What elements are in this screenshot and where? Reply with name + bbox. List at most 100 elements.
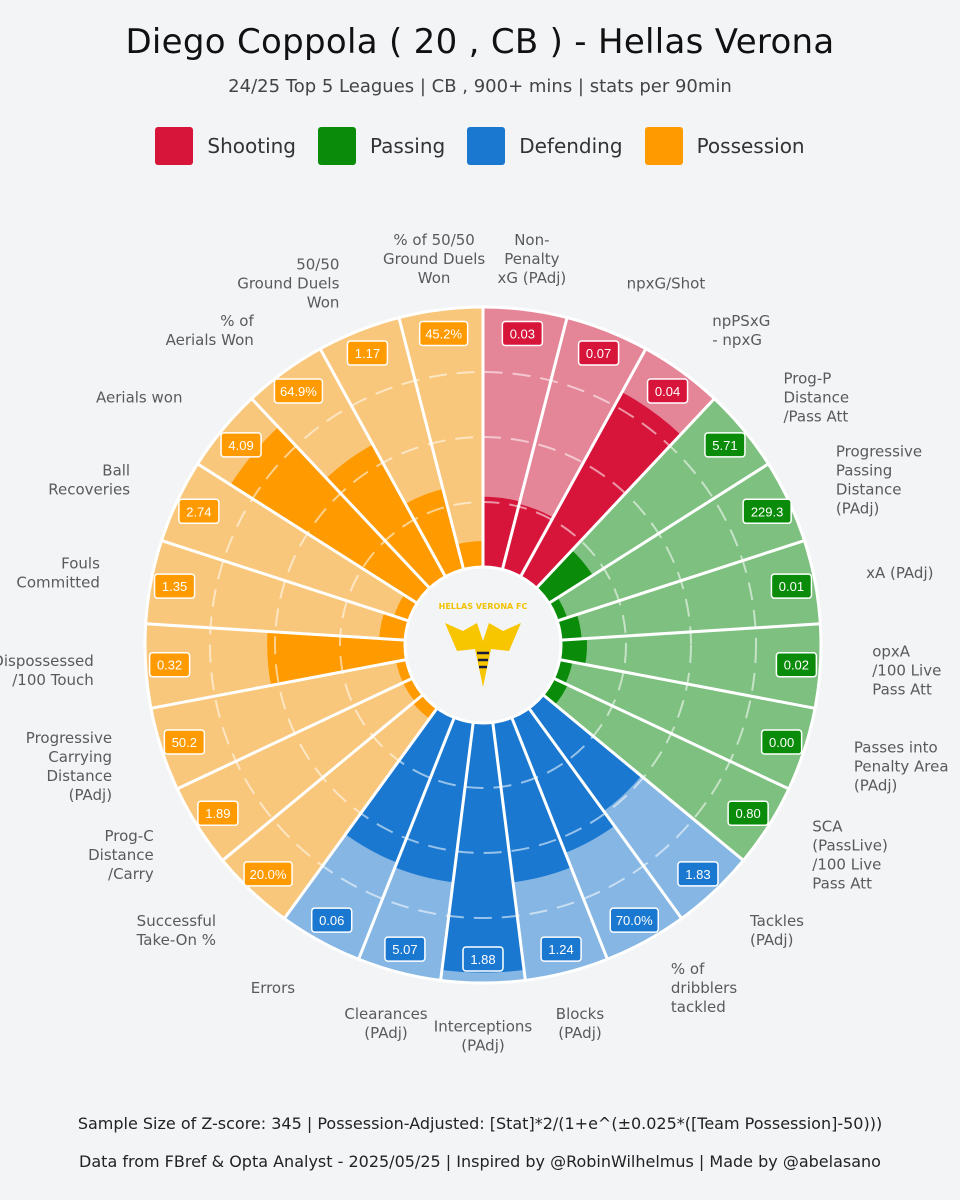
category-label: xA (PAdj) — [866, 564, 933, 582]
sector-separator — [176, 676, 414, 791]
category-label: Errors — [251, 979, 296, 997]
category-label: Aerials won — [96, 388, 182, 406]
category-labels: Non-Penalty xG (PAdj) npxG/Shot npPSxG - npx… — [0, 231, 949, 1054]
sector-separator — [527, 707, 683, 920]
value-label-box — [220, 432, 262, 458]
value-label-box — [153, 573, 196, 599]
legend-label-shooting: Shooting — [207, 134, 297, 158]
legend-label-defending: Defending — [519, 134, 623, 158]
sector-separator — [283, 707, 439, 920]
sector-separator — [161, 539, 410, 623]
category-label: Successful Take-On % — [136, 912, 216, 949]
value-label: 1.17 — [355, 346, 380, 361]
sector-separator — [559, 658, 816, 710]
value-label: 0.07 — [586, 346, 611, 361]
sector-separator — [318, 348, 447, 578]
sector-separator — [535, 397, 716, 590]
value-label-box — [418, 320, 469, 347]
legend-label-passing: Passing — [370, 134, 446, 158]
category-label: Tackles (PAdj) — [749, 912, 804, 949]
category-label: Clearances (PAdj) — [344, 1005, 427, 1042]
sector-separator — [250, 397, 431, 590]
value-label-box — [346, 340, 389, 366]
value-label-box — [646, 378, 689, 404]
value-label: 0.06 — [319, 913, 344, 928]
value-label: 45.2% — [425, 326, 462, 341]
value-bar — [536, 550, 593, 604]
category-label: npPSxG - npxG — [712, 312, 770, 349]
legend-label-possession: Possession — [696, 134, 805, 158]
sector-separators — [145, 307, 821, 981]
value-label-box — [462, 946, 504, 972]
value-label-box — [775, 651, 818, 678]
category-label: Fouls Committed — [16, 554, 100, 591]
value-label-box — [577, 340, 620, 366]
value-bar — [441, 722, 525, 973]
legend: Shooting Passing Defending Possession — [0, 127, 960, 165]
sector-separator — [439, 722, 475, 981]
sector-background — [548, 463, 805, 621]
value-label-box — [609, 907, 660, 933]
category-label: Prog-C Distance/Carry — [88, 827, 154, 883]
legend-item-passing: Passing — [318, 127, 445, 165]
category-label: % of 50/50 Ground Duels Won — [383, 231, 485, 287]
value-bar — [403, 678, 423, 702]
sector-separator — [552, 676, 790, 791]
value-bar — [511, 708, 615, 853]
club-crest-stripes — [477, 651, 489, 669]
sector-separator — [196, 462, 418, 605]
category-label: opxA/100 Live Pass Att — [872, 642, 941, 698]
category-label: Passes into Penalty Area (PAdj) — [854, 739, 949, 795]
value-bar — [405, 488, 464, 577]
value-label-box — [148, 651, 191, 678]
value-label: 50.2 — [172, 735, 197, 750]
value-label: 2.74 — [186, 504, 211, 519]
value-label-box — [770, 573, 813, 599]
footer-note: Sample Size of Z-score: 345 | Possession… — [77, 1114, 883, 1133]
legend-swatch-passing — [318, 127, 357, 165]
value-label: 0.02 — [784, 658, 809, 673]
value-label: 5.71 — [712, 438, 737, 453]
category-label: Progressive Carrying Distance (PAdj) — [26, 729, 112, 804]
value-bar — [230, 427, 430, 604]
sector-separator — [397, 317, 466, 570]
grid-ring — [209, 371, 757, 919]
value-label-box — [704, 432, 746, 458]
sector-separator — [491, 722, 527, 981]
value-label: 0.80 — [735, 806, 760, 821]
sector-separator — [145, 622, 406, 642]
sector-background — [553, 659, 816, 789]
category-label: npxG/Shot — [627, 274, 706, 292]
value-bar — [412, 694, 438, 719]
category-label: Dispossessed/100 Touch — [0, 652, 94, 689]
grid-ring — [274, 436, 692, 854]
category-label: Prog-P Distance/Pass Att — [784, 369, 850, 425]
value-bar — [557, 614, 582, 641]
sector-separator — [357, 716, 456, 960]
category-label: Progressive Passing Distance (PAdj) — [836, 442, 922, 517]
value-label: 0.01 — [779, 579, 804, 594]
value-label: 0.03 — [510, 326, 535, 341]
footer-credits: Data from FBref & Opta Analyst - 2025/05… — [79, 1152, 881, 1171]
value-bar — [396, 659, 413, 683]
sector-background — [161, 463, 418, 621]
value-label: 64.9% — [280, 384, 317, 399]
legend-swatch-shooting — [155, 127, 194, 165]
value-bars — [230, 392, 681, 973]
value-bar — [267, 631, 407, 686]
value-label: 1.35 — [162, 579, 187, 594]
value-label: 0.00 — [769, 735, 794, 750]
sector-separator — [548, 462, 770, 605]
value-label: 70.0% — [616, 913, 653, 928]
category-label: % of dribblers tackled — [671, 960, 737, 1016]
legend-swatch-defending — [467, 127, 506, 165]
legend-item-defending: Defending — [467, 127, 623, 165]
club-crest-shape — [445, 623, 521, 687]
value-label-box — [310, 907, 353, 933]
value-label-box — [163, 729, 206, 755]
value-label: 1.24 — [548, 942, 573, 957]
sector-separator — [510, 716, 609, 960]
value-bar — [393, 594, 418, 621]
value-bar — [483, 496, 520, 570]
category-label: % of Aerials Won — [166, 312, 255, 349]
